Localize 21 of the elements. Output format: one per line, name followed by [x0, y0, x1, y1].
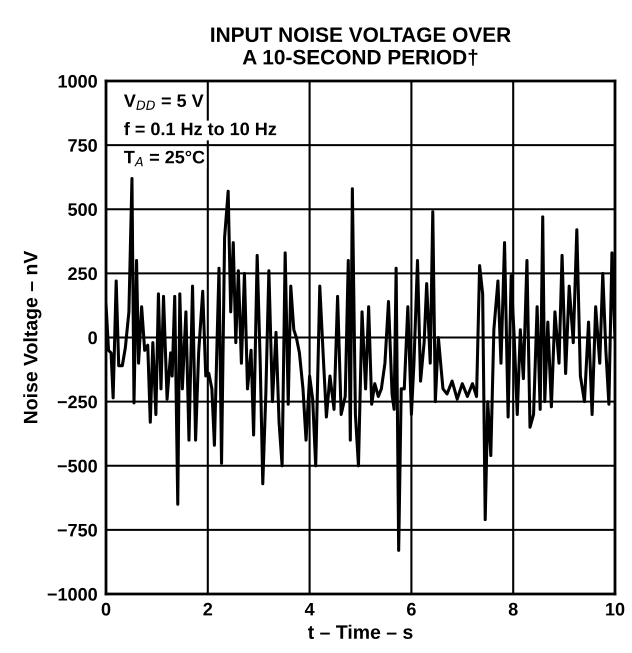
annotation: f = 0.1 Hz to 10 Hz	[124, 122, 276, 136]
y-tick-label: 0	[88, 331, 97, 344]
x-axis-title: t – Time – s	[308, 624, 412, 640]
x-tick-label: 4	[304, 602, 315, 616]
y-tick-label: 250	[68, 267, 97, 280]
y-tick-label: 500	[68, 203, 97, 216]
x-tick-label: 8	[508, 602, 518, 616]
x-tick-label: 6	[407, 602, 416, 616]
annotation: T$_{A}$ = 25°C	[124, 150, 205, 166]
x-tick-label: 10	[606, 602, 624, 616]
chart-title: INPUT NOISE VOLTAGE OVER A 10-SECOND PERIOD†	[211, 27, 511, 66]
x-tick-label: 0	[102, 602, 110, 616]
y-tick-label: 1000	[58, 74, 97, 88]
y-axis-title: Noise Voltage – nV	[23, 250, 42, 423]
y-tick-label: −1000	[48, 588, 97, 601]
y-tick-label: −750	[58, 524, 97, 537]
annotation: V$_{DD}$ = 5 V	[124, 94, 204, 110]
y-tick-label: 750	[68, 139, 97, 152]
y-tick-label: −500	[58, 460, 97, 472]
x-tick-label: 2	[203, 602, 212, 616]
y-tick-label: −250	[58, 396, 97, 408]
